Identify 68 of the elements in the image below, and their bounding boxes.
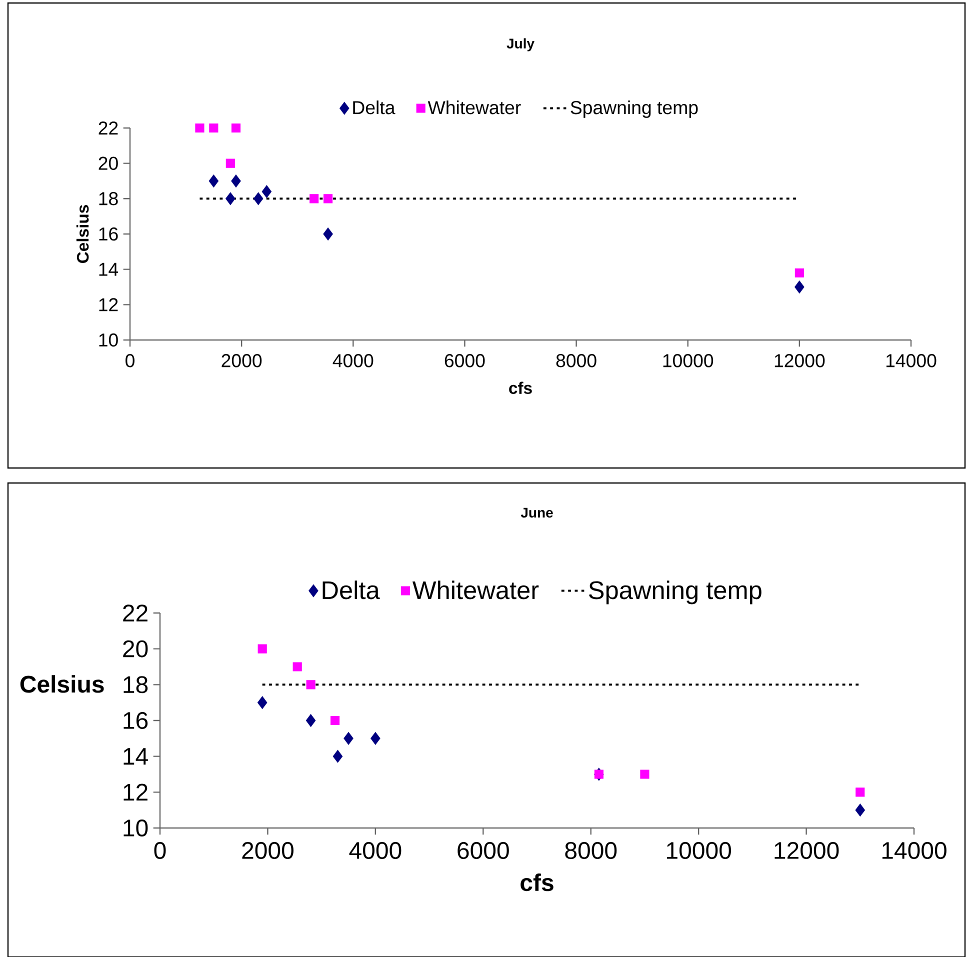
y-axis-title: Celsius (76, 205, 89, 263)
legend-label: Delta (322, 580, 380, 600)
point (324, 194, 333, 204)
y-axis-title: Celsius (20, 675, 104, 693)
chart-title: July (506, 38, 534, 52)
x-tick-label: 0 (154, 842, 166, 860)
point (640, 770, 650, 779)
chart-title: June (520, 508, 553, 518)
legend-label: Delta (353, 100, 396, 114)
y-tick-label: 16 (124, 712, 148, 729)
x-axis-title: cfs (520, 874, 554, 892)
point (332, 750, 343, 763)
x-tick-label: 4000 (349, 842, 402, 860)
point (370, 732, 380, 745)
point (208, 174, 219, 188)
y-tick-label: 20 (123, 640, 148, 658)
point (231, 123, 241, 133)
point (306, 680, 316, 690)
x-tick-label: 8000 (565, 842, 617, 860)
x-tick-label: 6000 (458, 842, 509, 860)
point (226, 192, 236, 206)
point (306, 714, 316, 727)
y-tick-label: 10 (124, 819, 148, 836)
x-tick-label: 14000 (882, 842, 946, 860)
x-tick-label: 0 (126, 354, 134, 368)
point (209, 123, 218, 133)
point (344, 732, 354, 745)
point (195, 123, 204, 133)
x-tick-label: 2000 (222, 354, 262, 368)
point (257, 696, 268, 709)
point (856, 788, 865, 797)
x-tick-label: 10000 (667, 842, 732, 860)
point (794, 268, 804, 278)
point (253, 192, 264, 206)
point (258, 644, 267, 654)
x-tick-label: 4000 (332, 354, 374, 368)
x-axis-title: cfs (509, 382, 532, 394)
point (794, 280, 804, 294)
y-tick-label: 22 (98, 121, 118, 135)
x-tick-label: 2000 (242, 842, 294, 860)
y-tick-label: 14 (99, 262, 118, 276)
y-tick-label: 12 (99, 298, 118, 312)
point (330, 716, 340, 726)
y-tick-label: 16 (99, 227, 118, 241)
legend-label: Spawning temp (570, 100, 698, 118)
y-tick-label: 10 (99, 333, 118, 347)
point (292, 662, 302, 672)
x-tick-label: 6000 (444, 354, 485, 368)
point (262, 185, 272, 198)
y-tick-label: 20 (98, 156, 118, 170)
point (323, 228, 333, 240)
point (226, 158, 235, 168)
legend-label: Whitewater (412, 580, 539, 600)
y-tick-label: 18 (124, 676, 148, 694)
y-tick-label: 22 (123, 604, 148, 622)
y-tick-label: 14 (124, 748, 148, 765)
y-tick-label: 18 (99, 192, 118, 206)
x-tick-label: 12000 (774, 842, 839, 860)
y-tick-label: 12 (124, 784, 148, 801)
x-tick-label: 10000 (663, 354, 714, 368)
legend-label: Whitewater (428, 100, 521, 114)
x-tick-label: 12000 (774, 354, 825, 368)
x-tick-label: 14000 (886, 354, 936, 368)
legend-label: Spawning temp (589, 580, 762, 604)
point (310, 194, 319, 204)
x-tick-label: 8000 (556, 354, 596, 368)
point (231, 174, 241, 188)
point (855, 804, 866, 816)
